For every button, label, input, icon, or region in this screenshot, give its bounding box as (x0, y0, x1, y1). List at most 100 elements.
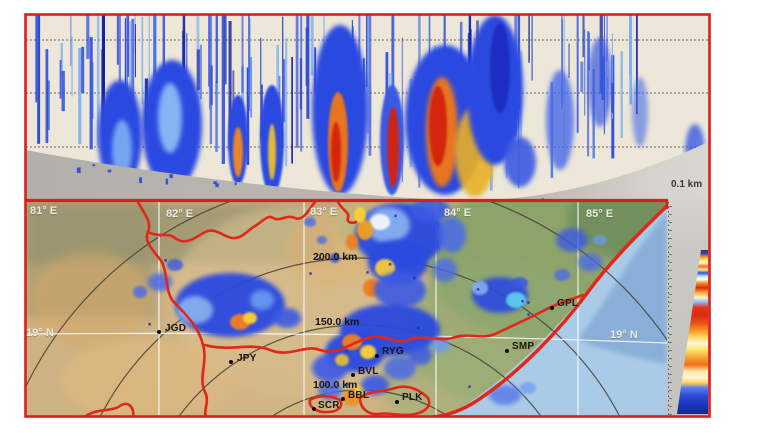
echo-speck (394, 214, 397, 217)
station-label: GPL (557, 298, 579, 309)
echo-streak (391, 15, 395, 114)
echo-blob (433, 258, 457, 282)
station-dot (375, 354, 379, 358)
echo-speck (148, 322, 151, 326)
echo-blob (520, 382, 536, 394)
station-dot (505, 349, 509, 353)
echo-blob (408, 345, 432, 365)
echo-speck (165, 178, 169, 185)
echo-blob (554, 269, 570, 281)
echo-streak (86, 15, 90, 59)
echo-streak (89, 37, 93, 150)
echo-streak (531, 15, 533, 81)
echo-streak (568, 43, 570, 78)
echo-streak (221, 15, 225, 164)
echo-streak (208, 15, 211, 110)
echo-streak (101, 49, 105, 128)
echo-blob (490, 23, 510, 113)
terrain-layer (25, 202, 667, 417)
echo-blob (438, 217, 466, 253)
echo-blob (268, 124, 276, 180)
echo-streak (248, 15, 250, 97)
echo-streak (223, 15, 227, 85)
echo-blob (489, 385, 521, 405)
echo-blob (370, 214, 390, 230)
station-dot (229, 360, 233, 364)
side-face (667, 199, 709, 417)
echo-streak (250, 57, 253, 118)
echo-speck (169, 174, 173, 179)
echo-streak (102, 29, 105, 102)
map-canvas[interactable] (0, 173, 732, 440)
echo-blob (472, 281, 488, 295)
echo-streak (59, 59, 62, 99)
station-label: SMP (512, 341, 535, 352)
echo-speck (309, 272, 312, 275)
echo-speck (215, 183, 219, 188)
echo-streak (71, 36, 73, 97)
range-ring-label: 200.0 km (313, 251, 358, 263)
echo-streak (127, 15, 130, 77)
station-dot (351, 373, 355, 377)
echo-streak (186, 33, 188, 73)
echo-speck (527, 313, 530, 316)
echo-streak (153, 15, 157, 79)
station-label: PLK (402, 392, 423, 403)
echo-streak (118, 15, 121, 82)
echo-streak (606, 15, 608, 62)
echo-streak (366, 15, 368, 87)
echo-streak (141, 16, 144, 105)
echo-streak (620, 51, 623, 138)
echo-blob (331, 122, 341, 182)
echo-blob (512, 277, 528, 289)
echo-streak (131, 18, 135, 130)
echo-speck (346, 383, 349, 386)
station-label: BVL (358, 366, 379, 377)
station-label: JPY (237, 353, 257, 364)
echo-streak (78, 48, 82, 145)
echo-streak (35, 15, 38, 103)
echo-blob (546, 70, 574, 170)
echo-streak (126, 15, 128, 91)
echo-speck (366, 271, 369, 274)
ocean-deep-band (578, 212, 667, 364)
rhi-panel-canvas[interactable] (26, 15, 710, 212)
echo-blob (504, 137, 536, 187)
coastline (430, 204, 667, 417)
echo-streak (282, 59, 286, 123)
lat-label: 19° N (26, 327, 54, 339)
echo-streak (401, 37, 403, 183)
station-dot (157, 330, 161, 334)
rhi-echo-layer (35, 15, 705, 197)
echo-streak (576, 15, 579, 133)
echo-streak (70, 15, 72, 66)
echo-streak (518, 78, 520, 188)
cross-section-strip (677, 250, 708, 414)
echo-streak (582, 15, 585, 58)
echo-streak (241, 15, 244, 93)
echo-speck (76, 167, 81, 173)
echo-streak (587, 31, 590, 157)
terrain-wedge (26, 141, 710, 199)
echo-speck (139, 177, 142, 183)
echo-blob (158, 83, 182, 153)
lon-label: 84° E (444, 207, 472, 219)
station-dot (312, 407, 316, 411)
echo-blob (593, 235, 607, 245)
echo-blob (588, 37, 612, 127)
frame (24, 13, 711, 418)
echo-streak (60, 43, 63, 74)
echo-speck (234, 182, 237, 186)
echo-blob (317, 236, 327, 244)
echo-speck (388, 263, 392, 266)
echo-streak (124, 18, 126, 124)
echo-blob (410, 202, 450, 222)
echo-blob (167, 259, 183, 271)
echo-streak (358, 15, 361, 60)
echo-streak (528, 15, 530, 63)
echo-streak (611, 83, 614, 113)
echo-blob (177, 296, 213, 324)
station-dot (395, 400, 399, 404)
station-dot (341, 397, 345, 401)
